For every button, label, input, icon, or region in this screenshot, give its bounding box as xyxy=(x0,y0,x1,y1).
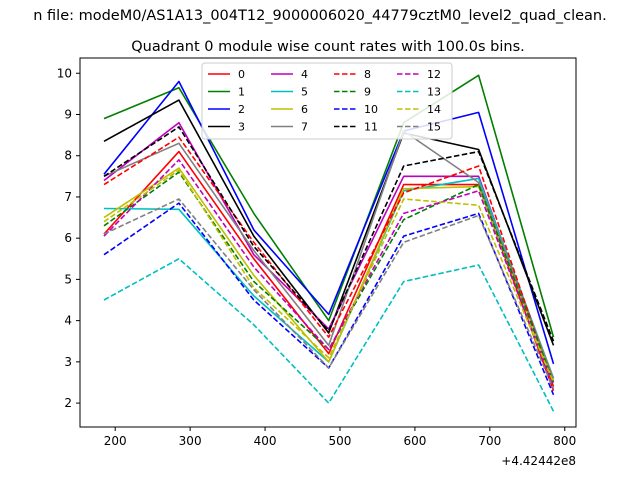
legend-box xyxy=(201,62,453,140)
x-tick-label: 800 xyxy=(553,434,576,448)
x-tick-label: 700 xyxy=(478,434,501,448)
x-tick-label: 400 xyxy=(254,434,277,448)
x-tick-label: 600 xyxy=(403,434,426,448)
legend-label: 4 xyxy=(301,68,308,81)
x-tick-label: 200 xyxy=(104,434,127,448)
series-line-15 xyxy=(103,198,555,390)
series-line-9 xyxy=(103,171,555,383)
axes-frame xyxy=(79,57,577,428)
series-line-4 xyxy=(103,121,555,383)
legend-label: 15 xyxy=(427,121,441,134)
x-tick-label: 300 xyxy=(179,434,202,448)
legend-label: 14 xyxy=(427,103,441,116)
series-line-11 xyxy=(103,126,555,342)
y-tick-label: 7 xyxy=(64,190,72,204)
legend-label: 12 xyxy=(427,68,441,81)
y-tick-label: 4 xyxy=(64,314,72,328)
x-offset-label: +4.42442e8 xyxy=(501,454,576,468)
legend-label: 9 xyxy=(364,86,371,99)
legend-label: 13 xyxy=(427,86,441,99)
y-tick-label: 2 xyxy=(64,396,72,410)
y-tick-label: 8 xyxy=(64,149,72,163)
legend-label: 1 xyxy=(238,86,245,99)
legend-label: 6 xyxy=(301,103,308,116)
legend-label: 3 xyxy=(238,121,245,134)
series-line-2 xyxy=(103,80,555,365)
series-line-1 xyxy=(103,74,555,338)
series-line-13 xyxy=(103,257,555,412)
chart-title: Quadrant 0 module wise count rates with … xyxy=(131,39,525,55)
legend-label: 0 xyxy=(238,68,245,81)
y-tick-label: 10 xyxy=(57,66,72,80)
legend-label: 2 xyxy=(238,103,245,116)
legend-label: 11 xyxy=(364,121,378,134)
y-tick-label: 5 xyxy=(64,272,72,286)
legend-label: 7 xyxy=(301,121,308,134)
figure-suptitle: n file: modeM0/AS1A13_004T12_9000006020_… xyxy=(33,8,607,24)
series-line-14 xyxy=(103,169,555,383)
series-line-7 xyxy=(103,130,555,379)
y-tick-label: 3 xyxy=(64,355,72,369)
legend-label: 8 xyxy=(364,68,371,81)
legend-label: 5 xyxy=(301,86,308,99)
series-line-8 xyxy=(103,136,555,387)
series-line-12 xyxy=(103,159,555,387)
x-tick-label: 500 xyxy=(329,434,352,448)
series-line-3 xyxy=(103,99,555,346)
legend-label: 10 xyxy=(364,103,378,116)
y-tick-label: 9 xyxy=(64,107,72,121)
y-tick-label: 6 xyxy=(64,231,72,245)
